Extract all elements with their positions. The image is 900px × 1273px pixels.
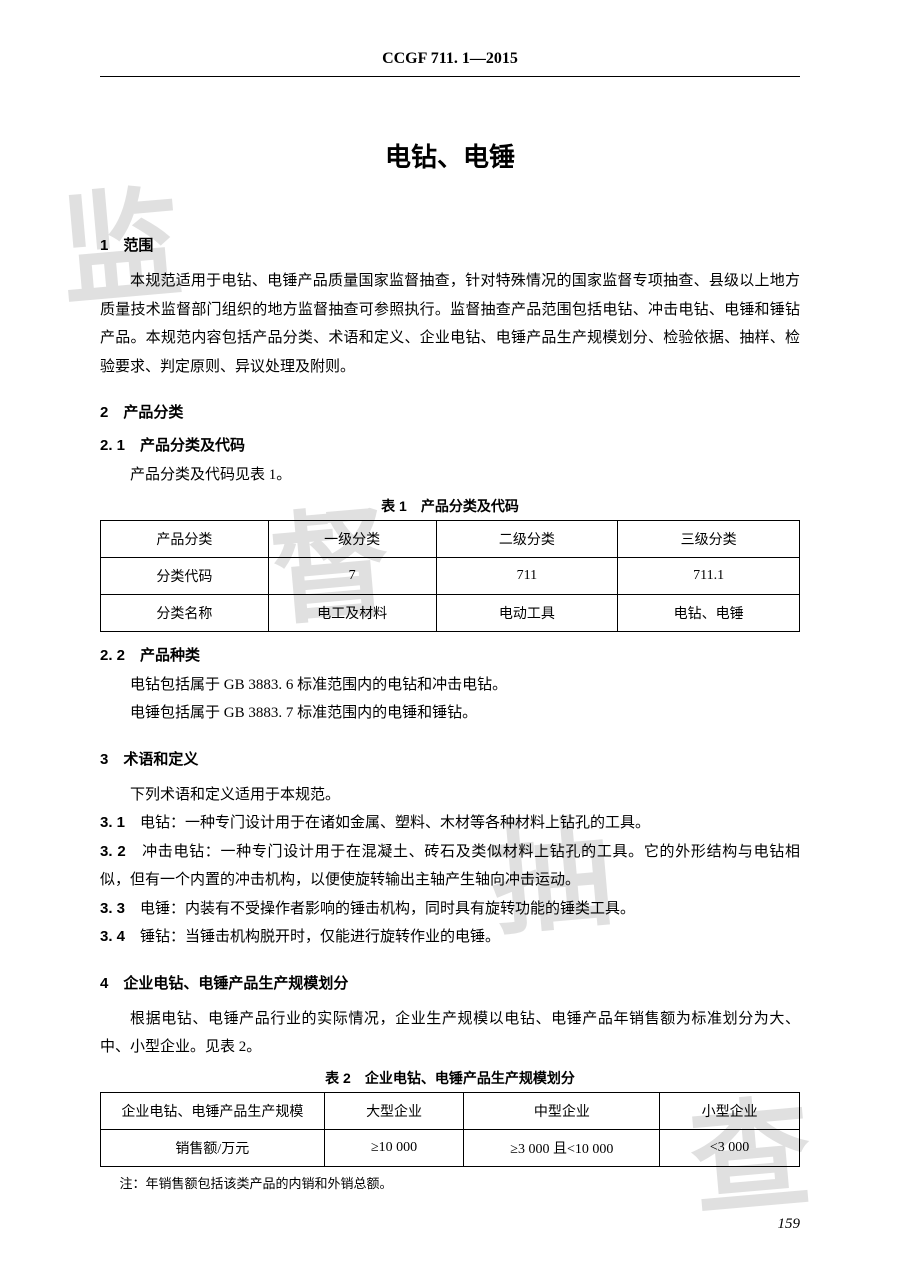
definition-text: 冲击电钻：一种专门设计用于在混凝土、砖石及类似材料上钻孔的工具。它的外形结构与电… [100, 844, 800, 889]
section-2-1-heading: 2. 1 产品分类及代码 [100, 434, 800, 455]
standard-code: CCGF 711. 1—2015 [100, 50, 800, 77]
table-cell: 一级分类 [268, 520, 436, 557]
section-1-heading: 1 范围 [100, 234, 800, 255]
table-cell: ≥3 000 且<10 000 [464, 1129, 660, 1166]
section-1-paragraph: 本规范适用于电钻、电锤产品质量国家监督抽查，针对特殊情况的国家监督专项抽查、县级… [100, 267, 800, 381]
table-cell: 大型企业 [324, 1092, 464, 1129]
definition-number: 3. 1 [100, 814, 125, 831]
table-2-caption: 表 2 企业电钻、电锤产品生产规模划分 [100, 1068, 800, 1088]
definition-text: 电锤：内装有不受操作者影响的锤击机构，同时具有旋转功能的锤类工具。 [140, 901, 635, 917]
table-2-note: 注：年销售额包括该类产品的内销和外销总额。 [120, 1173, 801, 1192]
section-4-paragraph: 根据电钻、电锤产品行业的实际情况，企业生产规模以电钻、电锤产品年销售额为标准划分… [100, 1005, 800, 1062]
table-cell: 小型企业 [660, 1092, 800, 1129]
table-cell: 711 [436, 557, 618, 594]
definition-3-4: 3. 4 锤钻：当锤击机构脱开时，仅能进行旋转作业的电锤。 [100, 923, 800, 952]
table-cell: 分类名称 [101, 594, 269, 631]
table-row: 销售额/万元 ≥10 000 ≥3 000 且<10 000 <3 000 [101, 1129, 800, 1166]
table-2: 企业电钻、电锤产品生产规模 大型企业 中型企业 小型企业 销售额/万元 ≥10 … [100, 1092, 800, 1167]
section-2-2-heading: 2. 2 产品种类 [100, 644, 800, 665]
table-row: 产品分类 一级分类 二级分类 三级分类 [101, 520, 800, 557]
definition-3-1: 3. 1 电钻：一种专门设计用于在诸如金属、塑料、木材等各种材料上钻孔的工具。 [100, 809, 800, 838]
table-cell: 二级分类 [436, 520, 618, 557]
section-4-heading: 4 企业电钻、电锤产品生产规模划分 [100, 972, 800, 993]
table-cell: 711.1 [618, 557, 800, 594]
section-2-2-p1: 电钻包括属于 GB 3883. 6 标准范围内的电钻和冲击电钻。 [100, 671, 800, 700]
table-1-caption: 表 1 产品分类及代码 [100, 496, 800, 516]
section-3-intro: 下列术语和定义适用于本规范。 [100, 781, 800, 810]
definition-3-2: 3. 2 冲击电钻：一种专门设计用于在混凝土、砖石及类似材料上钻孔的工具。它的外… [100, 838, 800, 895]
section-2-heading: 2 产品分类 [100, 401, 800, 422]
definition-number: 3. 3 [100, 900, 125, 917]
table-cell: 产品分类 [101, 520, 269, 557]
table-1: 产品分类 一级分类 二级分类 三级分类 分类代码 7 711 711.1 分类名… [100, 520, 800, 632]
definition-number: 3. 2 [100, 843, 126, 860]
section-2-2-p2: 电锤包括属于 GB 3883. 7 标准范围内的电锤和锤钻。 [100, 699, 800, 728]
table-cell: 电工及材料 [268, 594, 436, 631]
document-title: 电钻、电锤 [100, 137, 800, 174]
table-cell: 7 [268, 557, 436, 594]
section-2-1-line: 产品分类及代码见表 1。 [100, 461, 800, 490]
table-cell: 分类代码 [101, 557, 269, 594]
table-cell: <3 000 [660, 1129, 800, 1166]
table-cell: 企业电钻、电锤产品生产规模 [101, 1092, 325, 1129]
definition-text: 电钻：一种专门设计用于在诸如金属、塑料、木材等各种材料上钻孔的工具。 [140, 815, 650, 831]
table-cell: 中型企业 [464, 1092, 660, 1129]
table-cell: 电动工具 [436, 594, 618, 631]
table-row: 分类名称 电工及材料 电动工具 电钻、电锤 [101, 594, 800, 631]
page-content: CCGF 711. 1—2015 电钻、电锤 1 范围 本规范适用于电钻、电锤产… [100, 50, 800, 1192]
definition-number: 3. 4 [100, 928, 125, 945]
table-cell: 电钻、电锤 [618, 594, 800, 631]
table-row: 分类代码 7 711 711.1 [101, 557, 800, 594]
page-number: 159 [778, 1216, 801, 1233]
definition-text: 锤钻：当锤击机构脱开时，仅能进行旋转作业的电锤。 [140, 929, 500, 945]
table-cell: 销售额/万元 [101, 1129, 325, 1166]
table-cell: ≥10 000 [324, 1129, 464, 1166]
table-cell: 三级分类 [618, 520, 800, 557]
table-row: 企业电钻、电锤产品生产规模 大型企业 中型企业 小型企业 [101, 1092, 800, 1129]
definition-3-3: 3. 3 电锤：内装有不受操作者影响的锤击机构，同时具有旋转功能的锤类工具。 [100, 895, 800, 924]
section-3-heading: 3 术语和定义 [100, 748, 800, 769]
